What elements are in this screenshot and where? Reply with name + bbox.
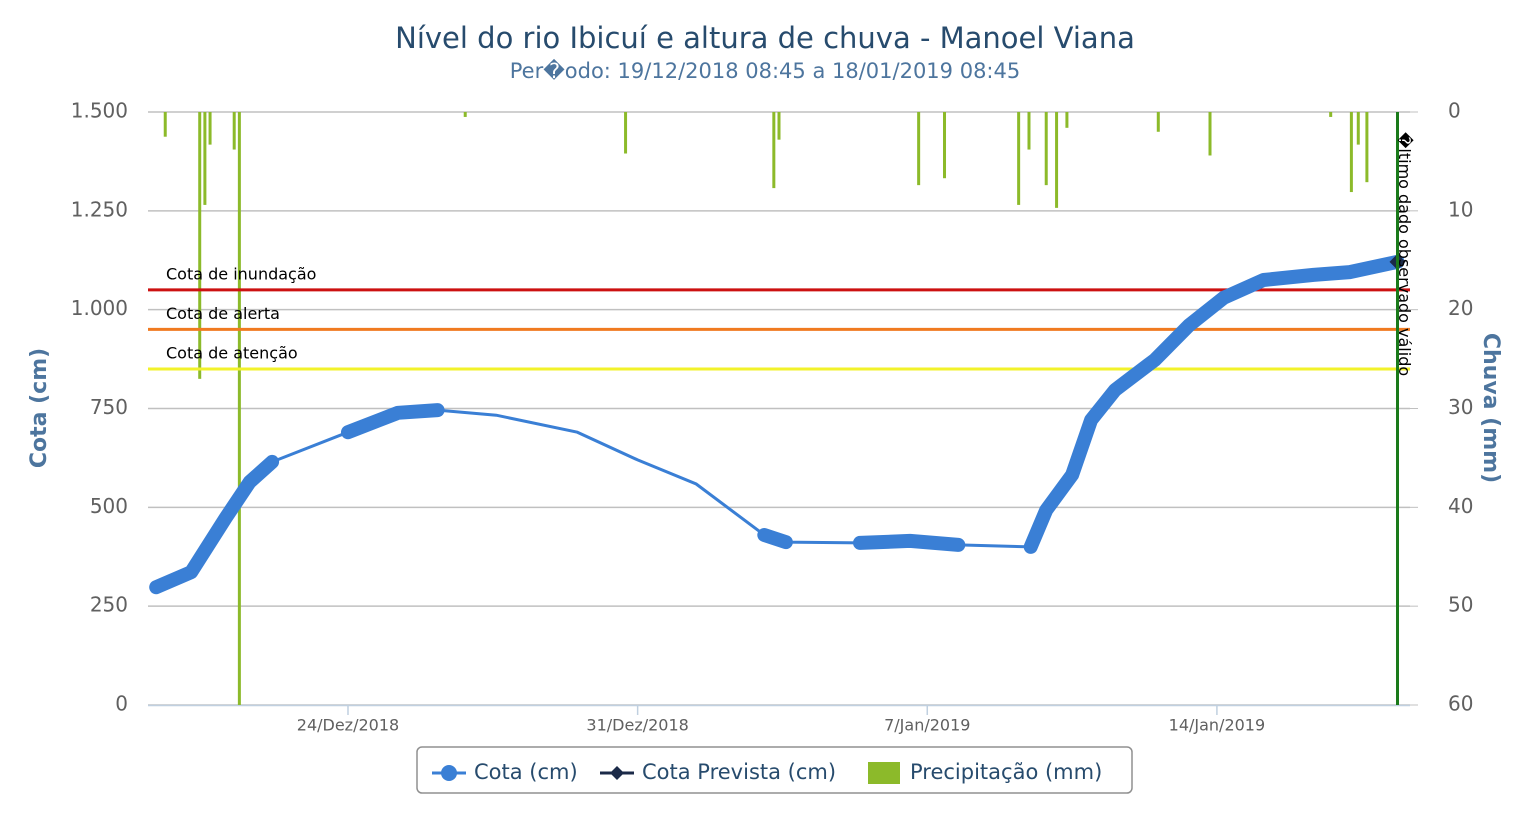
y2-tick-label: 50 bbox=[1448, 593, 1473, 617]
precip-bar bbox=[772, 112, 776, 189]
y2-tick-label: 60 bbox=[1448, 692, 1473, 716]
x-tick-label: 24/Dez/2018 bbox=[297, 716, 399, 735]
precip-bar bbox=[1065, 112, 1069, 128]
precip-bar bbox=[1349, 112, 1353, 193]
x-tick-label: 7/Jan/2019 bbox=[884, 716, 970, 735]
y2-tick-label: 20 bbox=[1448, 296, 1473, 320]
cota-band bbox=[149, 254, 1405, 595]
precip-bar bbox=[1055, 112, 1059, 208]
chart-title: Nível do rio Ibicuí e altura de chuva - … bbox=[395, 21, 1135, 55]
precip-bar bbox=[777, 112, 781, 140]
y2-tick-label: 30 bbox=[1448, 395, 1473, 419]
precip-bar bbox=[1017, 112, 1021, 205]
precip-bar bbox=[198, 112, 202, 379]
y-tick-label: 500 bbox=[90, 494, 128, 518]
y-tick-label: 750 bbox=[90, 395, 128, 419]
precip-bar bbox=[1356, 112, 1360, 145]
precip-bar bbox=[1365, 112, 1369, 183]
precip-bar bbox=[232, 112, 236, 150]
legend-label: Precipitação (mm) bbox=[910, 760, 1102, 784]
y-axis-title: Cota (cm) bbox=[27, 348, 52, 468]
precip-bar bbox=[624, 112, 628, 154]
x-tick-label: 31/Dez/2018 bbox=[586, 716, 688, 735]
precip-bar bbox=[163, 112, 167, 137]
precip-bar bbox=[1027, 112, 1031, 150]
x-tick-label: 14/Jan/2019 bbox=[1169, 716, 1266, 735]
y-tick-label: 1.500 bbox=[71, 99, 128, 123]
y2-tick-label: 0 bbox=[1448, 99, 1461, 123]
precip-bar bbox=[463, 112, 467, 117]
precip-bar bbox=[237, 112, 241, 705]
y2-axis-title: Chuva (mm) bbox=[1478, 333, 1503, 483]
chart-subtitle: Per�odo: 19/12/2018 08:45 a 18/01/2019 0… bbox=[510, 58, 1020, 83]
plot-line-label: Cota de atenção bbox=[166, 343, 298, 362]
y-tick-label: 1.000 bbox=[71, 296, 128, 320]
precip-bar bbox=[917, 112, 921, 186]
legend-box bbox=[416, 746, 1133, 794]
legend-swatch bbox=[441, 765, 457, 781]
precip-bar bbox=[208, 112, 212, 145]
legend-swatch bbox=[610, 766, 624, 780]
plot-line-label: Cota de alerta bbox=[166, 304, 280, 323]
y-tick-label: 1.250 bbox=[71, 197, 128, 221]
plot-line-label: Cota de inundação bbox=[166, 264, 316, 283]
precip-bar bbox=[943, 112, 947, 179]
precip-bar bbox=[1329, 112, 1333, 117]
legend-swatch bbox=[868, 762, 900, 784]
precip-bar bbox=[1156, 112, 1160, 132]
last-data-label: �ltimo dado observado válido bbox=[1395, 132, 1414, 376]
legend-label: Cota Prevista (cm) bbox=[642, 760, 836, 784]
y-tick-label: 250 bbox=[90, 593, 128, 617]
precip-bar bbox=[1208, 112, 1212, 156]
y2-tick-label: 40 bbox=[1448, 494, 1473, 518]
precip-bar bbox=[1044, 112, 1048, 186]
legend-label: Cota (cm) bbox=[474, 760, 578, 784]
y2-tick-label: 10 bbox=[1448, 197, 1473, 221]
precip-bar bbox=[203, 112, 207, 205]
y-tick-label: 0 bbox=[115, 692, 128, 716]
